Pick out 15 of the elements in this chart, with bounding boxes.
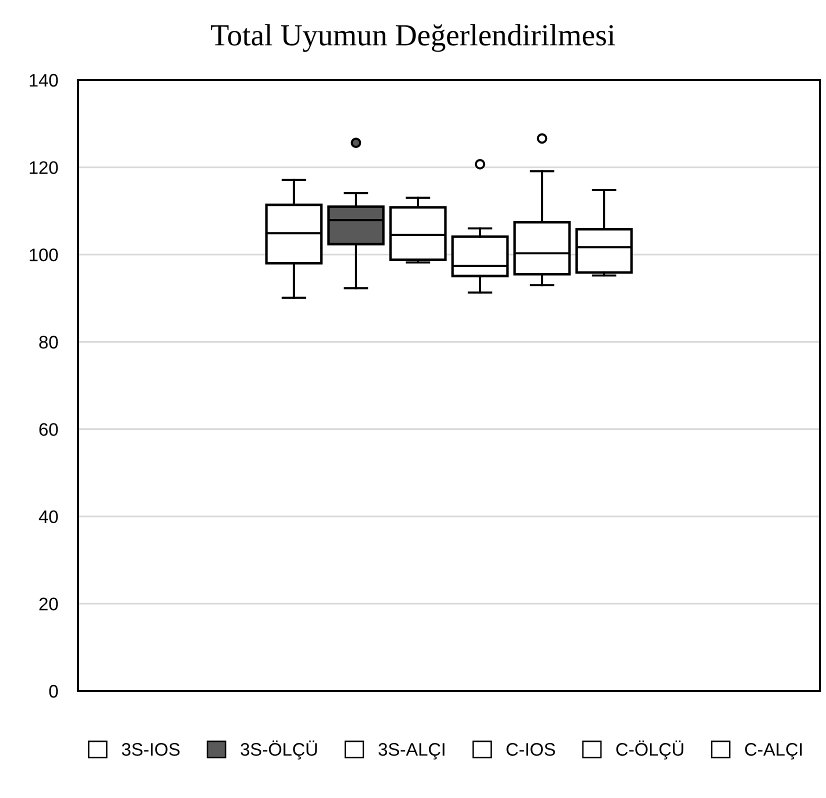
legend-label: C-IOS: [506, 743, 555, 756]
legend-label: C-ALÇI: [745, 743, 802, 760]
y-tick-label: 60: [39, 423, 58, 436]
legend-label: 3S-ÖLÇÜ: [240, 740, 317, 760]
y-tick-label: 0: [49, 684, 58, 698]
y-tick-label: 40: [38, 510, 58, 524]
y-tick-label: 20: [39, 598, 58, 610]
chart-title: Total Uyumun Değerlendirilmesi: [210, 24, 615, 52]
y-tick-label: 140: [30, 74, 58, 87]
y-tick-label: 120: [30, 161, 58, 174]
y-tick-label: 80: [39, 336, 58, 349]
legend-label: 3S-IOS: [122, 743, 180, 756]
legend-label: 3S-ALÇI: [378, 743, 444, 760]
y-tick-label: 100: [30, 248, 58, 262]
legend-label: C-ÖLÇÜ: [616, 740, 684, 760]
